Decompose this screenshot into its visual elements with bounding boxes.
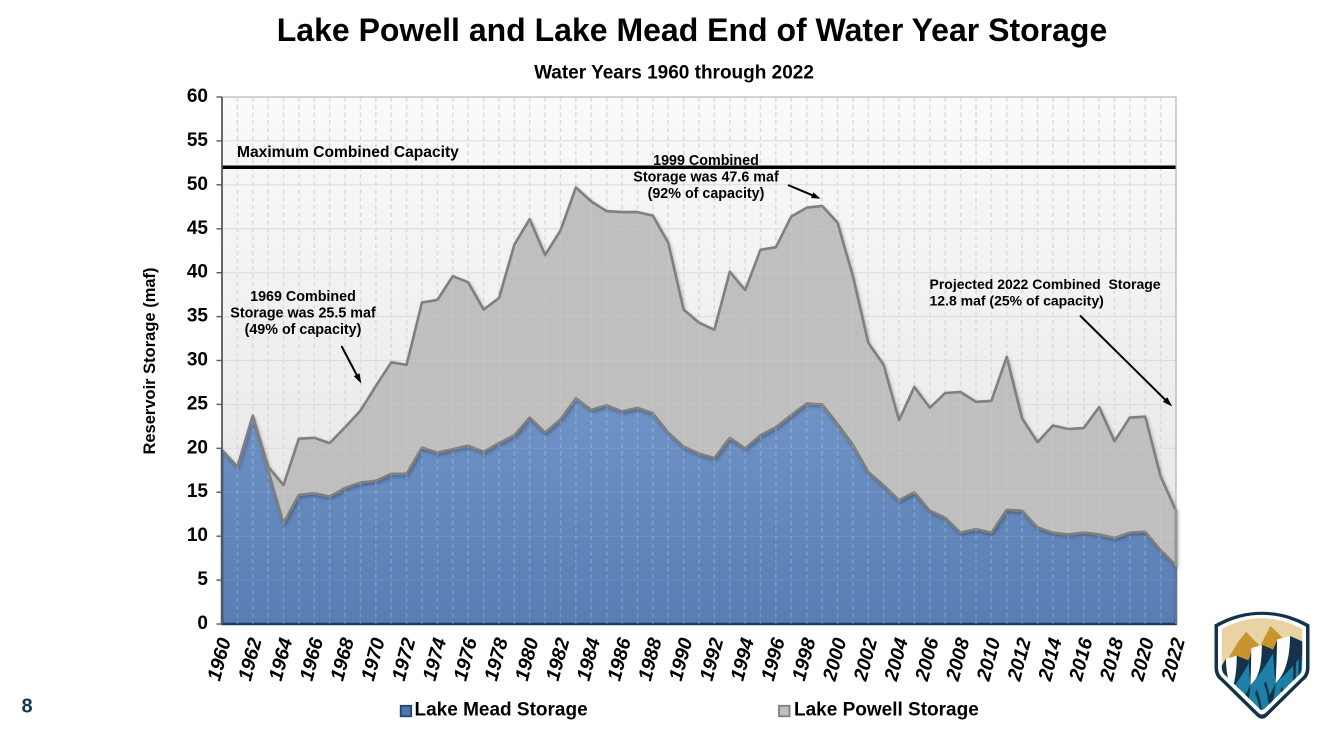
svg-text:0: 0 <box>197 613 208 634</box>
svg-text:1969 Combined: 1969 Combined <box>250 289 356 305</box>
svg-text:Projected 2022 Combined Stora: Projected 2022 Combined Storage <box>930 276 1161 292</box>
svg-text:Storage was 25.5 maf: Storage was 25.5 maf <box>230 306 376 322</box>
svg-text:45: 45 <box>187 218 209 239</box>
svg-text:50: 50 <box>187 174 208 195</box>
svg-text:15: 15 <box>187 481 209 502</box>
svg-text:55: 55 <box>187 130 209 151</box>
svg-text:(92% of capacity): (92% of capacity) <box>648 186 765 202</box>
svg-text:Lake Powell Storage: Lake Powell Storage <box>794 699 979 720</box>
svg-text:Lake Powell and Lake Mead End: Lake Powell and Lake Mead End of Water Y… <box>277 12 1107 48</box>
svg-text:60: 60 <box>187 86 208 107</box>
svg-text:Storage was 47.6 maf: Storage was 47.6 maf <box>633 170 779 186</box>
svg-text:Lake Mead Storage: Lake Mead Storage <box>415 699 588 720</box>
svg-text:1999 Combined: 1999 Combined <box>653 153 759 169</box>
svg-text:35: 35 <box>187 306 209 327</box>
svg-text:Maximum Combined Capacity: Maximum Combined Capacity <box>237 144 459 161</box>
svg-text:8: 8 <box>22 696 33 718</box>
svg-text:Reservoir Storage (maf): Reservoir Storage (maf) <box>141 267 159 454</box>
svg-text:Water Years 1960 through 2022: Water Years 1960 through 2022 <box>534 63 814 84</box>
svg-text:10: 10 <box>187 525 208 546</box>
svg-text:5: 5 <box>197 569 208 590</box>
svg-text:20: 20 <box>187 437 208 458</box>
svg-text:30: 30 <box>187 350 208 371</box>
svg-text:(49% of capacity): (49% of capacity) <box>245 322 362 338</box>
svg-text:12.8 maf (25% of capacity): 12.8 maf (25% of capacity) <box>930 293 1104 309</box>
svg-text:25: 25 <box>187 393 209 414</box>
svg-text:40: 40 <box>187 262 208 283</box>
